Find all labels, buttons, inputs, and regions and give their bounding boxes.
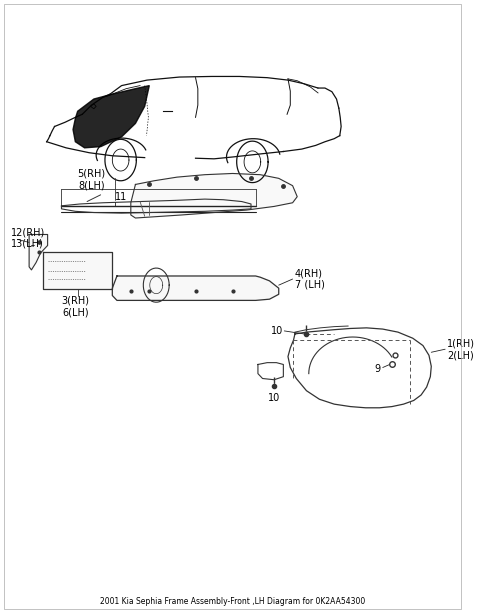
Text: 2001 Kia Sephia Frame Assembly-Front ,LH Diagram for 0K2AA54300: 2001 Kia Sephia Frame Assembly-Front ,LH… [100, 596, 365, 606]
Text: 11: 11 [115, 191, 127, 202]
Polygon shape [112, 276, 279, 300]
Polygon shape [29, 235, 48, 270]
Text: 3(RH)
6(LH): 3(RH) 6(LH) [61, 295, 89, 317]
Polygon shape [43, 251, 112, 289]
Text: 12(RH)
13(LH): 12(RH) 13(LH) [11, 227, 45, 249]
Text: 1(RH)
2(LH): 1(RH) 2(LH) [447, 338, 476, 360]
Text: 10: 10 [268, 393, 280, 403]
Text: 4(RH)
7 (LH): 4(RH) 7 (LH) [295, 268, 325, 290]
Text: 9: 9 [374, 364, 381, 374]
Polygon shape [131, 173, 297, 218]
Polygon shape [73, 86, 149, 148]
Text: 5(RH)
8(LH): 5(RH) 8(LH) [77, 169, 106, 191]
Text: 10: 10 [271, 326, 283, 336]
